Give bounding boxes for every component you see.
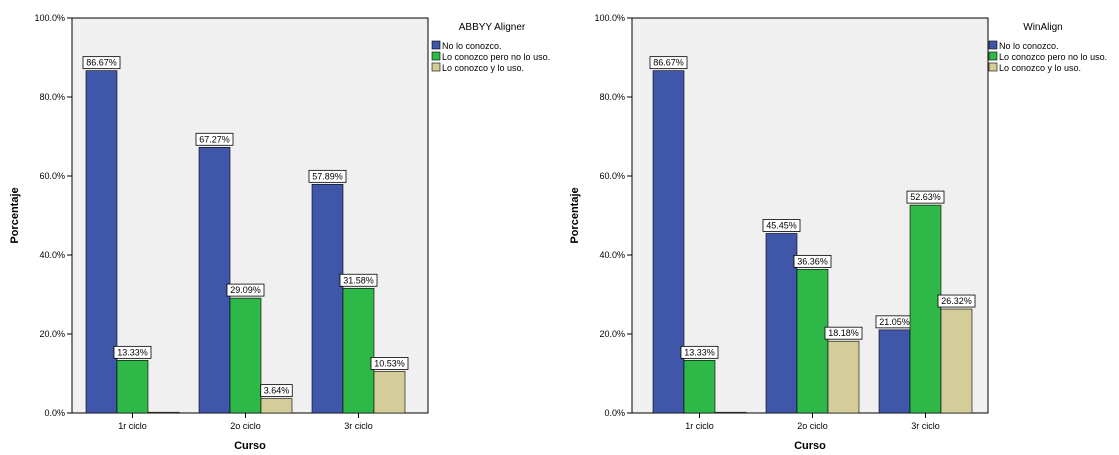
data-label: 10.53% [374,358,405,368]
data-label: 26.32% [941,296,972,306]
data-label-box [793,254,832,268]
legend-swatch [431,51,441,61]
data-label: 45.45% [766,220,797,230]
bar [652,70,685,414]
legend-entry: Lo conozco y lo uso. [999,63,1081,73]
y-tick-label: 80.0% [39,92,65,102]
bar [765,233,798,414]
bar [342,287,375,414]
y-axis-label: Porcentaje [9,187,21,243]
y-tick-label: 20.0% [39,329,65,339]
chart-1: 0.0% 20.0% 40.0% 60.0% 80.0% 100.0% Porcentaje… [9,13,550,452]
legend-entry: Lo conozco pero no lo uso. [442,52,550,62]
bar [878,329,911,414]
y-tick-label: 100.0% [594,13,625,23]
data-label-box [82,56,121,70]
legend-swatch [431,40,441,50]
data-label-box [680,345,719,359]
bar [229,297,262,414]
legend-swatch [988,62,998,72]
y-tick-label: 60.0% [599,171,625,181]
data-label: 3.64% [264,386,290,396]
data-label: 31.58% [343,275,374,285]
bar [147,411,180,414]
data-label: 86.67% [653,58,684,68]
x-tick-label: 3r ciclo [911,421,940,431]
data-label-box [762,219,801,232]
bar [827,340,860,414]
data-label: 21.05% [879,317,910,327]
legend-entry: Lo conozco y lo uso. [442,63,524,73]
data-label-box [308,169,347,183]
data-label-box [260,384,293,398]
x-axis-label: Curso [234,440,266,450]
data-label: 18.18% [828,328,859,338]
bar [311,184,344,414]
legend-swatch [988,51,998,61]
data-label: 13.33% [117,347,148,357]
x-tick-label: 2o ciclo [797,421,828,431]
bar [260,398,293,414]
chart-2: 0.0% 20.0% 40.0% 60.0% 80.0% 100.0% Porcentaje… [569,13,1107,452]
x-tick-label: 2o ciclo [230,421,261,431]
y-axis-label: Porcentaje [569,187,581,243]
y-tick-label: 40.0% [599,250,625,260]
y-tick-label: 0.0% [44,408,65,418]
legend-swatch [988,40,998,50]
bar [683,360,716,414]
data-label-box [195,132,234,146]
data-label-box [113,345,152,359]
x-tick-label: 3r ciclo [344,421,373,431]
bar [940,308,973,414]
bar [373,371,406,414]
legend-entry: No lo conozco. [442,41,502,51]
data-label-box [339,273,378,287]
y-tick-label: 20.0% [599,329,625,339]
data-label-box [649,56,688,70]
legend-title: WinAlign [1023,22,1062,33]
y-tick-label: 0.0% [604,408,625,418]
data-label: 29.09% [230,285,261,295]
legend-title: ABBYY Aligner [459,22,526,33]
data-label: 86.67% [86,58,117,68]
data-label-box [370,357,409,370]
legend-entry: No lo conozco. [999,41,1059,51]
data-label: 52.63% [910,192,941,202]
bar [116,360,149,414]
data-label-box [824,326,863,340]
data-label-box [226,283,265,297]
legend-swatch [431,62,441,72]
bar [198,146,231,414]
data-label: 57.89% [312,171,343,181]
y-tick-label: 100.0% [34,13,65,23]
data-label: 67.27% [199,134,230,144]
legend-entry: Lo conozco pero no lo uso. [999,52,1107,62]
bar [85,70,118,414]
x-tick-label: 1r ciclo [118,421,147,431]
x-axis-label: Curso [794,440,826,450]
bar [714,411,747,414]
bar [796,269,829,414]
data-label: 36.36% [797,256,828,266]
y-tick-label: 40.0% [39,250,65,260]
data-label-box [937,294,976,308]
y-tick-label: 80.0% [599,92,625,102]
bar [909,204,942,414]
y-tick-label: 60.0% [39,171,65,181]
data-label-box [906,190,945,204]
x-tick-label: 1r ciclo [685,421,714,431]
data-label: 13.33% [684,347,715,357]
